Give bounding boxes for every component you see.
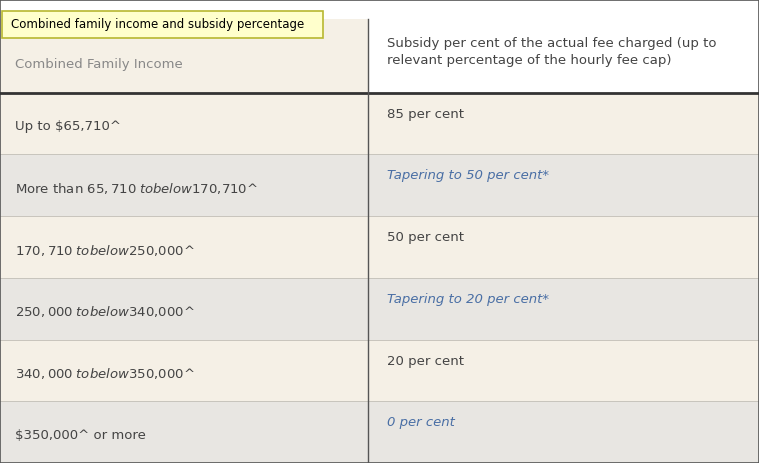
Bar: [0, 154, 759, 216]
Text: Combined family income and subsidy percentage: Combined family income and subsidy perce…: [11, 18, 304, 31]
Text: $170,710^ to below $250,000^: $170,710^ to below $250,000^: [15, 243, 195, 257]
Bar: [0, 216, 759, 278]
Text: Up to $65,710^: Up to $65,710^: [15, 120, 121, 133]
Text: 20 per cent: 20 per cent: [387, 355, 464, 368]
Bar: [368, 19, 759, 93]
Text: $250,000^ to below $340,000^: $250,000^ to below $340,000^: [15, 304, 195, 319]
Text: Tapering to 50 per cent*: Tapering to 50 per cent*: [387, 169, 549, 182]
Text: More than $65,710^ to below $170,710^: More than $65,710^ to below $170,710^: [15, 181, 258, 196]
Text: 50 per cent: 50 per cent: [387, 231, 464, 244]
Bar: [0, 339, 759, 401]
Text: $340,000^ to below $350,000^: $340,000^ to below $350,000^: [15, 366, 195, 381]
Text: 0 per cent: 0 per cent: [387, 416, 455, 429]
Text: Subsidy per cent of the actual fee charged (up to
relevant percentage of the hou: Subsidy per cent of the actual fee charg…: [387, 37, 716, 67]
Bar: [0, 93, 759, 154]
FancyBboxPatch shape: [2, 11, 323, 38]
Text: $350,000^ or more: $350,000^ or more: [15, 429, 146, 442]
Text: 85 per cent: 85 per cent: [387, 108, 464, 121]
Bar: [0, 278, 759, 339]
Text: Combined Family Income: Combined Family Income: [15, 58, 183, 71]
Bar: [0, 19, 368, 93]
Bar: [0, 401, 759, 463]
Text: Tapering to 20 per cent*: Tapering to 20 per cent*: [387, 293, 549, 306]
